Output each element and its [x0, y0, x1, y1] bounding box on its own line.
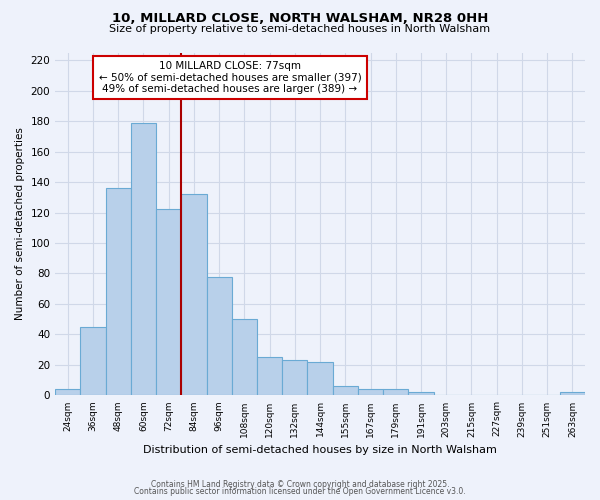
Text: 10, MILLARD CLOSE, NORTH WALSHAM, NR28 0HH: 10, MILLARD CLOSE, NORTH WALSHAM, NR28 0…: [112, 12, 488, 26]
Bar: [131, 122, 156, 396]
Bar: [257, 358, 282, 396]
Bar: [383, 390, 409, 396]
Bar: [156, 210, 181, 396]
Text: Contains public sector information licensed under the Open Government Licence v3: Contains public sector information licen…: [134, 487, 466, 496]
Bar: [80, 327, 106, 396]
Bar: [206, 276, 232, 396]
Text: 10 MILLARD CLOSE: 77sqm
← 50% of semi-detached houses are smaller (397)
49% of s: 10 MILLARD CLOSE: 77sqm ← 50% of semi-de…: [98, 61, 361, 94]
Y-axis label: Number of semi-detached properties: Number of semi-detached properties: [15, 128, 25, 320]
Text: Size of property relative to semi-detached houses in North Walsham: Size of property relative to semi-detach…: [109, 24, 491, 34]
Bar: [106, 188, 131, 396]
Bar: [181, 194, 206, 396]
Bar: [307, 362, 332, 396]
Bar: [282, 360, 307, 396]
X-axis label: Distribution of semi-detached houses by size in North Walsham: Distribution of semi-detached houses by …: [143, 445, 497, 455]
Bar: [409, 392, 434, 396]
Bar: [332, 386, 358, 396]
Text: Contains HM Land Registry data © Crown copyright and database right 2025.: Contains HM Land Registry data © Crown c…: [151, 480, 449, 489]
Bar: [560, 392, 585, 396]
Bar: [232, 319, 257, 396]
Bar: [358, 390, 383, 396]
Bar: [55, 390, 80, 396]
